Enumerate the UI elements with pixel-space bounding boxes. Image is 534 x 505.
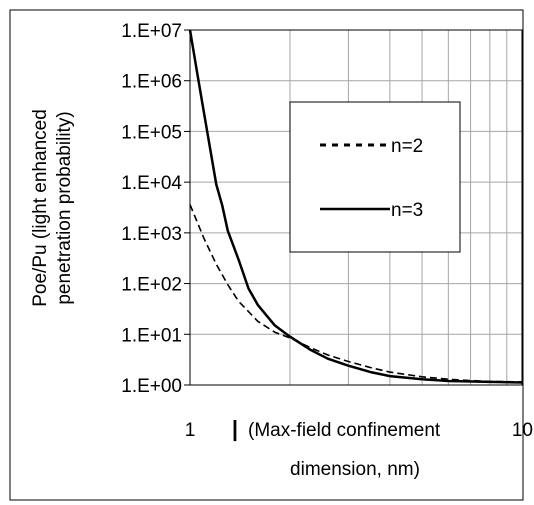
chart-frame [9, 9, 524, 501]
legend-label-n3: n=3 [391, 200, 423, 221]
legend: n=2 n=3 [289, 101, 461, 253]
y-tick-label: 1.E+05 [121, 122, 182, 143]
y-tick-label: 1.E+04 [121, 173, 182, 194]
x-axis-label-line-2: dimension, nm) [290, 459, 420, 480]
series-line-n3 [188, 29, 523, 384]
y-tick-label: 1.E+00 [121, 376, 182, 397]
y-tick-label: 1.E+07 [121, 21, 182, 42]
x-tick-label: 10 [512, 420, 533, 441]
y-tick-label: 1.E+01 [121, 325, 182, 346]
series-line-n2 [189, 204, 523, 383]
y-tick-label: 1.E+06 [121, 72, 182, 93]
y-tick-labels: 1.E+00 1.E+01 1.E+02 1.E+03 1.E+04 1.E+05 1.E+… [121, 21, 190, 397]
y-tick-label: 1.E+03 [121, 224, 182, 245]
x-tick-label: 1 [185, 420, 196, 441]
y-axis-label-line-1: Poe/Pu (light enhanced [30, 109, 51, 307]
y-tick-label: 1.E+02 [121, 275, 182, 296]
x-axis-marker: | [232, 416, 238, 441]
x-axis-label-line-1: (Max-field confinement [248, 420, 441, 441]
x-tick-labels: 1 10 [185, 420, 533, 441]
legend-box [289, 101, 461, 253]
plot-border [189, 29, 523, 386]
legend-label-n2: n=2 [391, 136, 423, 157]
series-layer [188, 29, 523, 384]
y-axis-label-line-2: penetration probability) [54, 111, 75, 304]
